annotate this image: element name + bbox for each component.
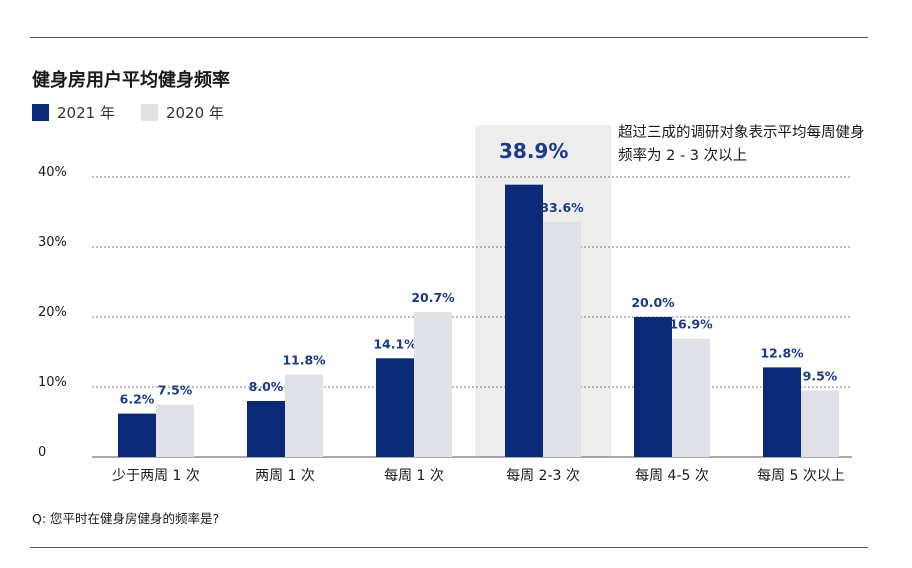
bottom-divider: [30, 547, 868, 548]
y-tick-label: 30%: [38, 235, 67, 250]
legend-label-2021: 2021 年: [57, 104, 115, 122]
bar-2020: [285, 374, 323, 457]
legend-swatch-2020: [140, 104, 158, 121]
y-tick-label: 20%: [38, 305, 67, 320]
legend-item-2021: 2021 年: [32, 102, 115, 123]
bar-2021: [505, 184, 543, 457]
data-label-2021: 14.1%: [373, 336, 417, 351]
x-category-label: 每周 5 次以上: [757, 468, 845, 484]
bar-2020: [801, 390, 839, 457]
x-category-label: 每周 4-5 次: [635, 468, 709, 484]
data-label-2020: 11.8%: [282, 352, 326, 367]
data-label-2020: 33.6%: [540, 200, 584, 215]
y-tick-label: 40%: [38, 165, 67, 180]
top-divider: [30, 37, 868, 38]
data-label-2020: 9.5%: [803, 369, 838, 384]
bar-2021: [118, 413, 156, 457]
survey-question: Q: 您平时在健身房健身的频率是?: [32, 511, 220, 526]
legend-item-2020: 2020 年: [140, 102, 224, 123]
data-label-2020: 16.9%: [669, 317, 713, 332]
data-label-2021: 6.2%: [120, 392, 155, 407]
y-tick-label: 10%: [38, 375, 67, 390]
bar-2020: [672, 338, 710, 457]
data-label-2021: 12.8%: [760, 345, 804, 360]
bar-2021: [763, 367, 801, 457]
x-category-label: 每周 2-3 次: [506, 468, 580, 484]
legend-swatch-2021: [32, 104, 49, 121]
chart-title: 健身房用户平均健身频率: [32, 70, 230, 91]
data-label-2020: 7.5%: [158, 383, 193, 398]
x-category-label: 两周 1 次: [255, 468, 315, 484]
legend-label-2020: 2020 年: [165, 104, 224, 122]
data-label-2020: 20.7%: [411, 290, 455, 305]
annotation-text: 超过三成的调研对象表示平均每周健身频率为 2 - 3 次以上: [618, 125, 865, 164]
data-label-2021: 8.0%: [249, 379, 284, 394]
x-category-label: 每周 1 次: [384, 468, 444, 484]
bar-2021: [376, 358, 414, 457]
bar-2020: [414, 312, 452, 457]
legend: 2021 年 2020 年: [32, 102, 250, 123]
bar-2020: [156, 404, 194, 457]
data-label-2021: 38.9%: [499, 139, 568, 163]
bar-2020: [543, 221, 581, 457]
data-label-2021: 20.0%: [631, 295, 675, 310]
bar-2021: [247, 401, 285, 457]
y-tick-label: 0: [38, 445, 46, 460]
bar-2021: [634, 317, 672, 457]
x-category-label: 少于两周 1 次: [112, 468, 200, 484]
